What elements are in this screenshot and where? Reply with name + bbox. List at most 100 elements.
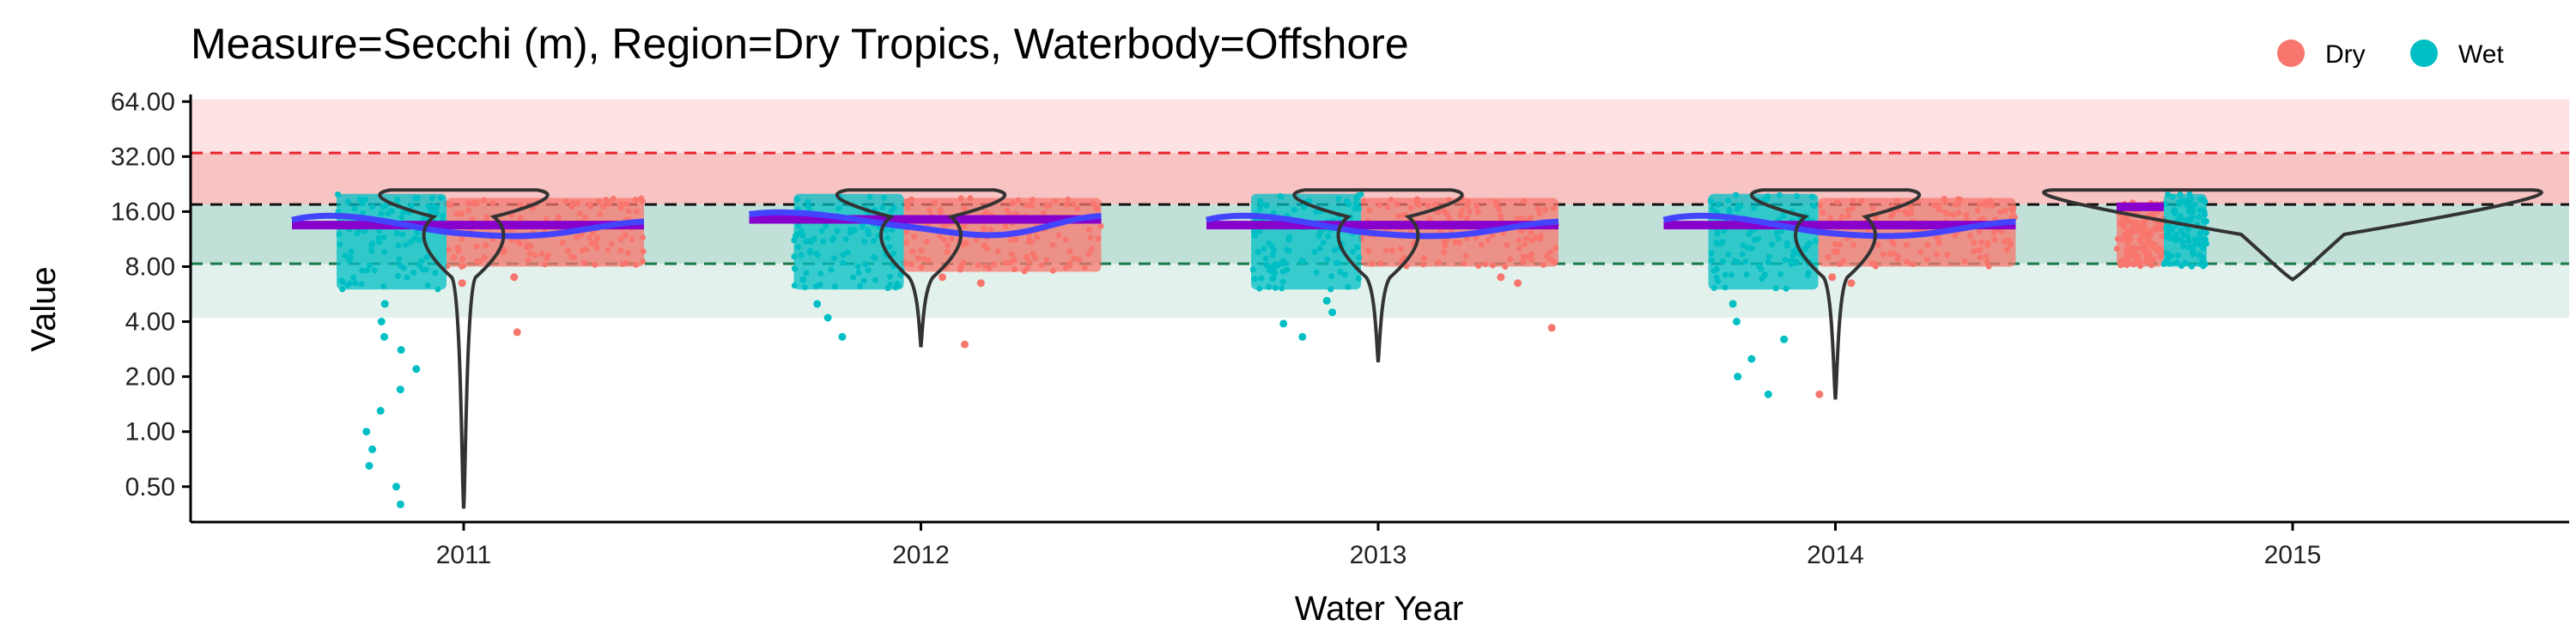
smooth-line-2014 [1662, 212, 2016, 240]
data-point [1425, 202, 1431, 209]
data-point [1728, 271, 1735, 278]
data-point [840, 252, 847, 258]
data-point [2201, 217, 2208, 224]
data-point [544, 255, 550, 262]
outlier-point [1734, 373, 1742, 381]
data-point [380, 204, 386, 210]
data-point [2190, 247, 2196, 254]
data-point [908, 196, 914, 203]
data-point [1532, 234, 1539, 241]
data-point [1838, 213, 1845, 220]
outlier-point [1298, 332, 1307, 341]
data-point [948, 235, 955, 242]
data-point [2191, 202, 2198, 208]
data-point [473, 243, 480, 250]
data-point [1720, 258, 1726, 264]
data-point [847, 229, 854, 236]
data-point [1721, 228, 1728, 234]
data-point [1475, 263, 1482, 270]
data-point [1548, 256, 1555, 263]
x-tick-label: 2011 [436, 541, 492, 569]
data-point [1356, 205, 1362, 212]
data-point [2186, 191, 2193, 197]
data-point [803, 270, 810, 276]
data-point [1478, 241, 1485, 248]
data-point [1827, 215, 1834, 222]
data-point [1085, 226, 1092, 233]
data-point [886, 273, 893, 280]
data-point [2004, 246, 2010, 253]
data-point [1837, 241, 1843, 248]
data-point [427, 204, 434, 210]
data-point [574, 234, 580, 240]
data-point [617, 236, 624, 243]
data-point [1029, 203, 1035, 210]
data-point [1971, 248, 1978, 255]
legend-dry-label: Dry [2325, 40, 2366, 69]
violin-2011 [378, 188, 550, 509]
data-point [2140, 234, 2147, 240]
smooth-line-2011 [291, 212, 645, 240]
data-point [465, 200, 471, 207]
data-point [920, 256, 927, 263]
data-point [855, 269, 862, 276]
data-point [1464, 215, 1471, 222]
data-point [1903, 241, 1910, 248]
data-point [897, 271, 904, 278]
data-point [339, 286, 346, 293]
data-point [371, 267, 378, 274]
data-point [453, 210, 460, 217]
data-point [2176, 200, 2183, 207]
data-point [1891, 250, 1897, 257]
data-point [918, 247, 925, 254]
outlier-point [397, 346, 405, 354]
data-point [1457, 212, 1464, 219]
outlier-point [362, 428, 371, 436]
data-point [1924, 242, 1931, 249]
data-point [1978, 239, 1985, 246]
data-point [344, 198, 351, 205]
outlier-point [1728, 300, 1737, 308]
data-point [925, 257, 932, 264]
outlier-point [1547, 324, 1556, 332]
data-point [1473, 234, 1479, 241]
data-point [2185, 244, 2192, 251]
data-point [501, 247, 507, 254]
data-point [1528, 229, 1534, 236]
data-point [617, 204, 624, 211]
data-point [2144, 234, 2151, 240]
data-point [2148, 211, 2155, 218]
data-point [408, 239, 415, 246]
data-point [1490, 262, 1496, 269]
data-point [945, 241, 951, 248]
data-point [1765, 258, 1771, 265]
data-point [1256, 228, 1263, 234]
data-point [842, 236, 849, 243]
data-point [818, 228, 825, 234]
data-point [1277, 193, 1284, 199]
data-point [2173, 259, 2180, 266]
data-point [799, 276, 806, 283]
data-point [2180, 243, 2187, 250]
data-point [1024, 202, 1030, 209]
outlier-point [458, 279, 466, 288]
data-point [1087, 234, 1094, 241]
data-point [1952, 232, 1959, 239]
data-point [2200, 263, 2207, 270]
data-point [517, 215, 524, 222]
data-point [1776, 191, 1783, 198]
data-point [1441, 208, 1448, 215]
data-point [609, 240, 615, 247]
y-tick-label: 1.00 [125, 418, 175, 447]
data-point [1507, 256, 1513, 263]
data-point [459, 235, 465, 242]
data-point [1775, 235, 1782, 242]
data-point [2113, 246, 2120, 252]
data-point [1888, 237, 1895, 244]
data-point [428, 195, 435, 202]
data-point [581, 214, 588, 221]
data-point [1356, 254, 1363, 261]
data-point [887, 281, 894, 288]
data-point [2188, 196, 2195, 203]
data-point [1725, 251, 1732, 258]
